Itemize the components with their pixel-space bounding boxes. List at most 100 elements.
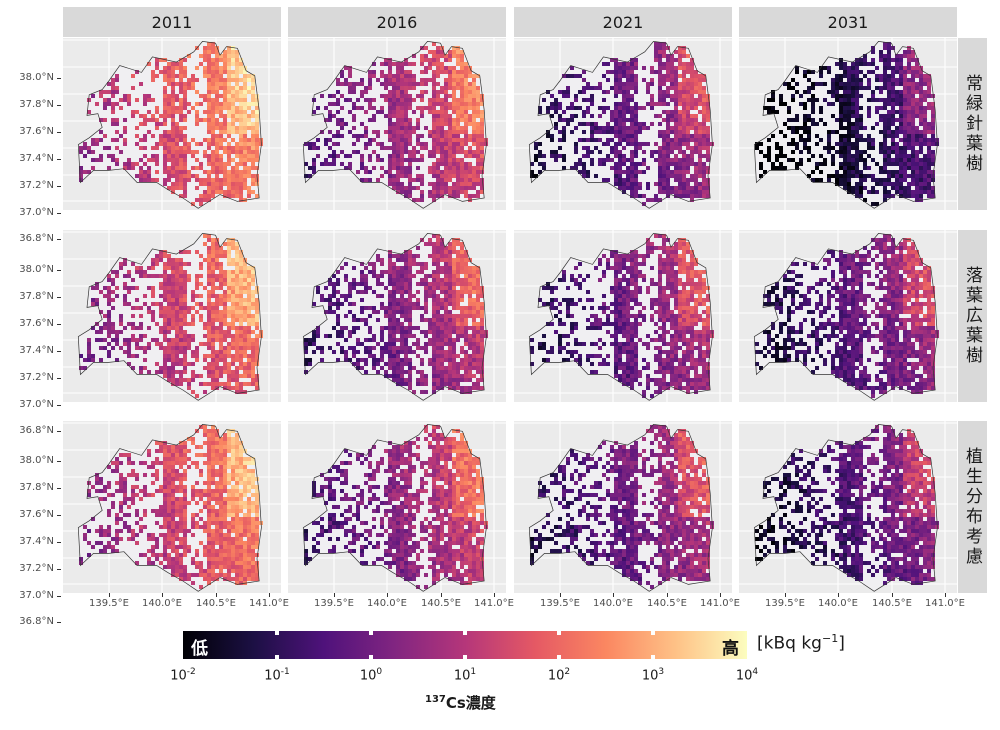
concentration-cell — [448, 246, 452, 250]
concentration-cell — [239, 182, 243, 186]
concentration-cell — [428, 286, 432, 290]
concentration-cell — [404, 146, 408, 150]
concentration-cell — [231, 190, 235, 194]
concentration-cell — [239, 565, 243, 569]
concentration-cell — [464, 254, 468, 258]
concentration-cell — [452, 441, 456, 445]
concentration-cell — [432, 166, 436, 170]
concentration-cell — [400, 346, 404, 350]
concentration-cell — [239, 537, 243, 541]
concentration-cell — [436, 465, 440, 469]
concentration-cell — [388, 362, 392, 366]
concentration-cell — [416, 142, 420, 146]
concentration-cell — [243, 457, 247, 461]
concentration-cell — [352, 126, 356, 130]
concentration-cell — [412, 54, 416, 58]
concentration-cell — [239, 70, 243, 74]
concentration-cell — [79, 170, 83, 174]
concentration-cell — [163, 262, 167, 266]
concentration-cell — [223, 449, 227, 453]
concentration-cell — [99, 529, 103, 533]
concentration-cell — [179, 298, 183, 302]
concentration-cell — [171, 378, 175, 382]
concentration-cell — [432, 270, 436, 274]
concentration-cell — [183, 573, 187, 577]
concentration-cell — [211, 310, 215, 314]
concentration-cell — [396, 322, 400, 326]
concentration-cell — [420, 501, 424, 505]
concentration-cell — [219, 70, 223, 74]
concentration-cell — [171, 505, 175, 509]
concentration-cell — [211, 82, 215, 86]
concentration-cell — [223, 126, 227, 130]
concentration-cell — [191, 294, 195, 298]
concentration-cell — [328, 94, 332, 98]
concentration-cell — [183, 170, 187, 174]
concentration-cell — [87, 170, 91, 174]
concentration-cell — [432, 390, 436, 394]
concentration-cell — [452, 437, 456, 441]
concentration-cell — [215, 254, 219, 258]
concentration-cell — [215, 521, 219, 525]
concentration-cell — [147, 537, 151, 541]
concentration-cell — [243, 577, 247, 581]
concentration-cell — [99, 154, 103, 158]
concentration-cell — [215, 362, 219, 366]
concentration-cell — [344, 477, 348, 481]
concentration-cell — [400, 162, 404, 166]
concentration-cell — [476, 154, 480, 158]
concentration-cell — [215, 378, 219, 382]
concentration-cell — [352, 525, 356, 529]
concentration-cell — [476, 469, 480, 473]
concentration-cell — [472, 90, 476, 94]
concentration-cell — [396, 282, 400, 286]
concentration-cell — [227, 557, 231, 561]
concentration-cell — [328, 346, 332, 350]
concentration-cell — [480, 302, 484, 306]
concentration-cell — [380, 525, 384, 529]
concentration-cell — [115, 358, 119, 362]
concentration-cell — [171, 473, 175, 477]
concentration-cell — [227, 174, 231, 178]
concentration-cell — [183, 174, 187, 178]
concentration-cell — [155, 338, 159, 342]
concentration-cell — [187, 573, 191, 577]
concentration-cell — [320, 533, 324, 537]
concentration-cell — [139, 334, 143, 338]
concentration-cell — [175, 445, 179, 449]
concentration-cell — [436, 362, 440, 366]
concentration-cell — [251, 346, 255, 350]
concentration-cell — [183, 178, 187, 182]
concentration-cell — [223, 445, 227, 449]
concentration-cell — [235, 330, 239, 334]
concentration-cell — [243, 302, 247, 306]
concentration-cell — [235, 290, 239, 294]
concentration-cell — [376, 318, 380, 322]
concentration-cell — [159, 533, 163, 537]
concentration-cell — [183, 461, 187, 465]
concentration-cell — [207, 74, 211, 78]
concentration-cell — [356, 170, 360, 174]
concentration-cell — [163, 178, 167, 182]
concentration-cell — [304, 346, 308, 350]
concentration-cell — [135, 298, 139, 302]
concentration-cell — [223, 166, 227, 170]
concentration-cell — [464, 74, 468, 78]
concentration-cell — [243, 573, 247, 577]
concentration-cell — [364, 166, 368, 170]
concentration-cell — [404, 529, 408, 533]
concentration-cell — [480, 114, 484, 118]
concentration-cell — [452, 110, 456, 114]
concentration-cell — [95, 338, 99, 342]
concentration-cell — [211, 274, 215, 278]
concentration-cell — [207, 262, 211, 266]
concentration-cell — [159, 286, 163, 290]
concentration-cell — [472, 170, 476, 174]
concentration-cell — [255, 326, 259, 330]
concentration-cell — [476, 302, 480, 306]
concentration-cell — [452, 529, 456, 533]
concentration-cell — [452, 138, 456, 142]
concentration-cell — [436, 46, 440, 50]
concentration-cell — [356, 509, 360, 513]
concentration-cell — [163, 114, 167, 118]
